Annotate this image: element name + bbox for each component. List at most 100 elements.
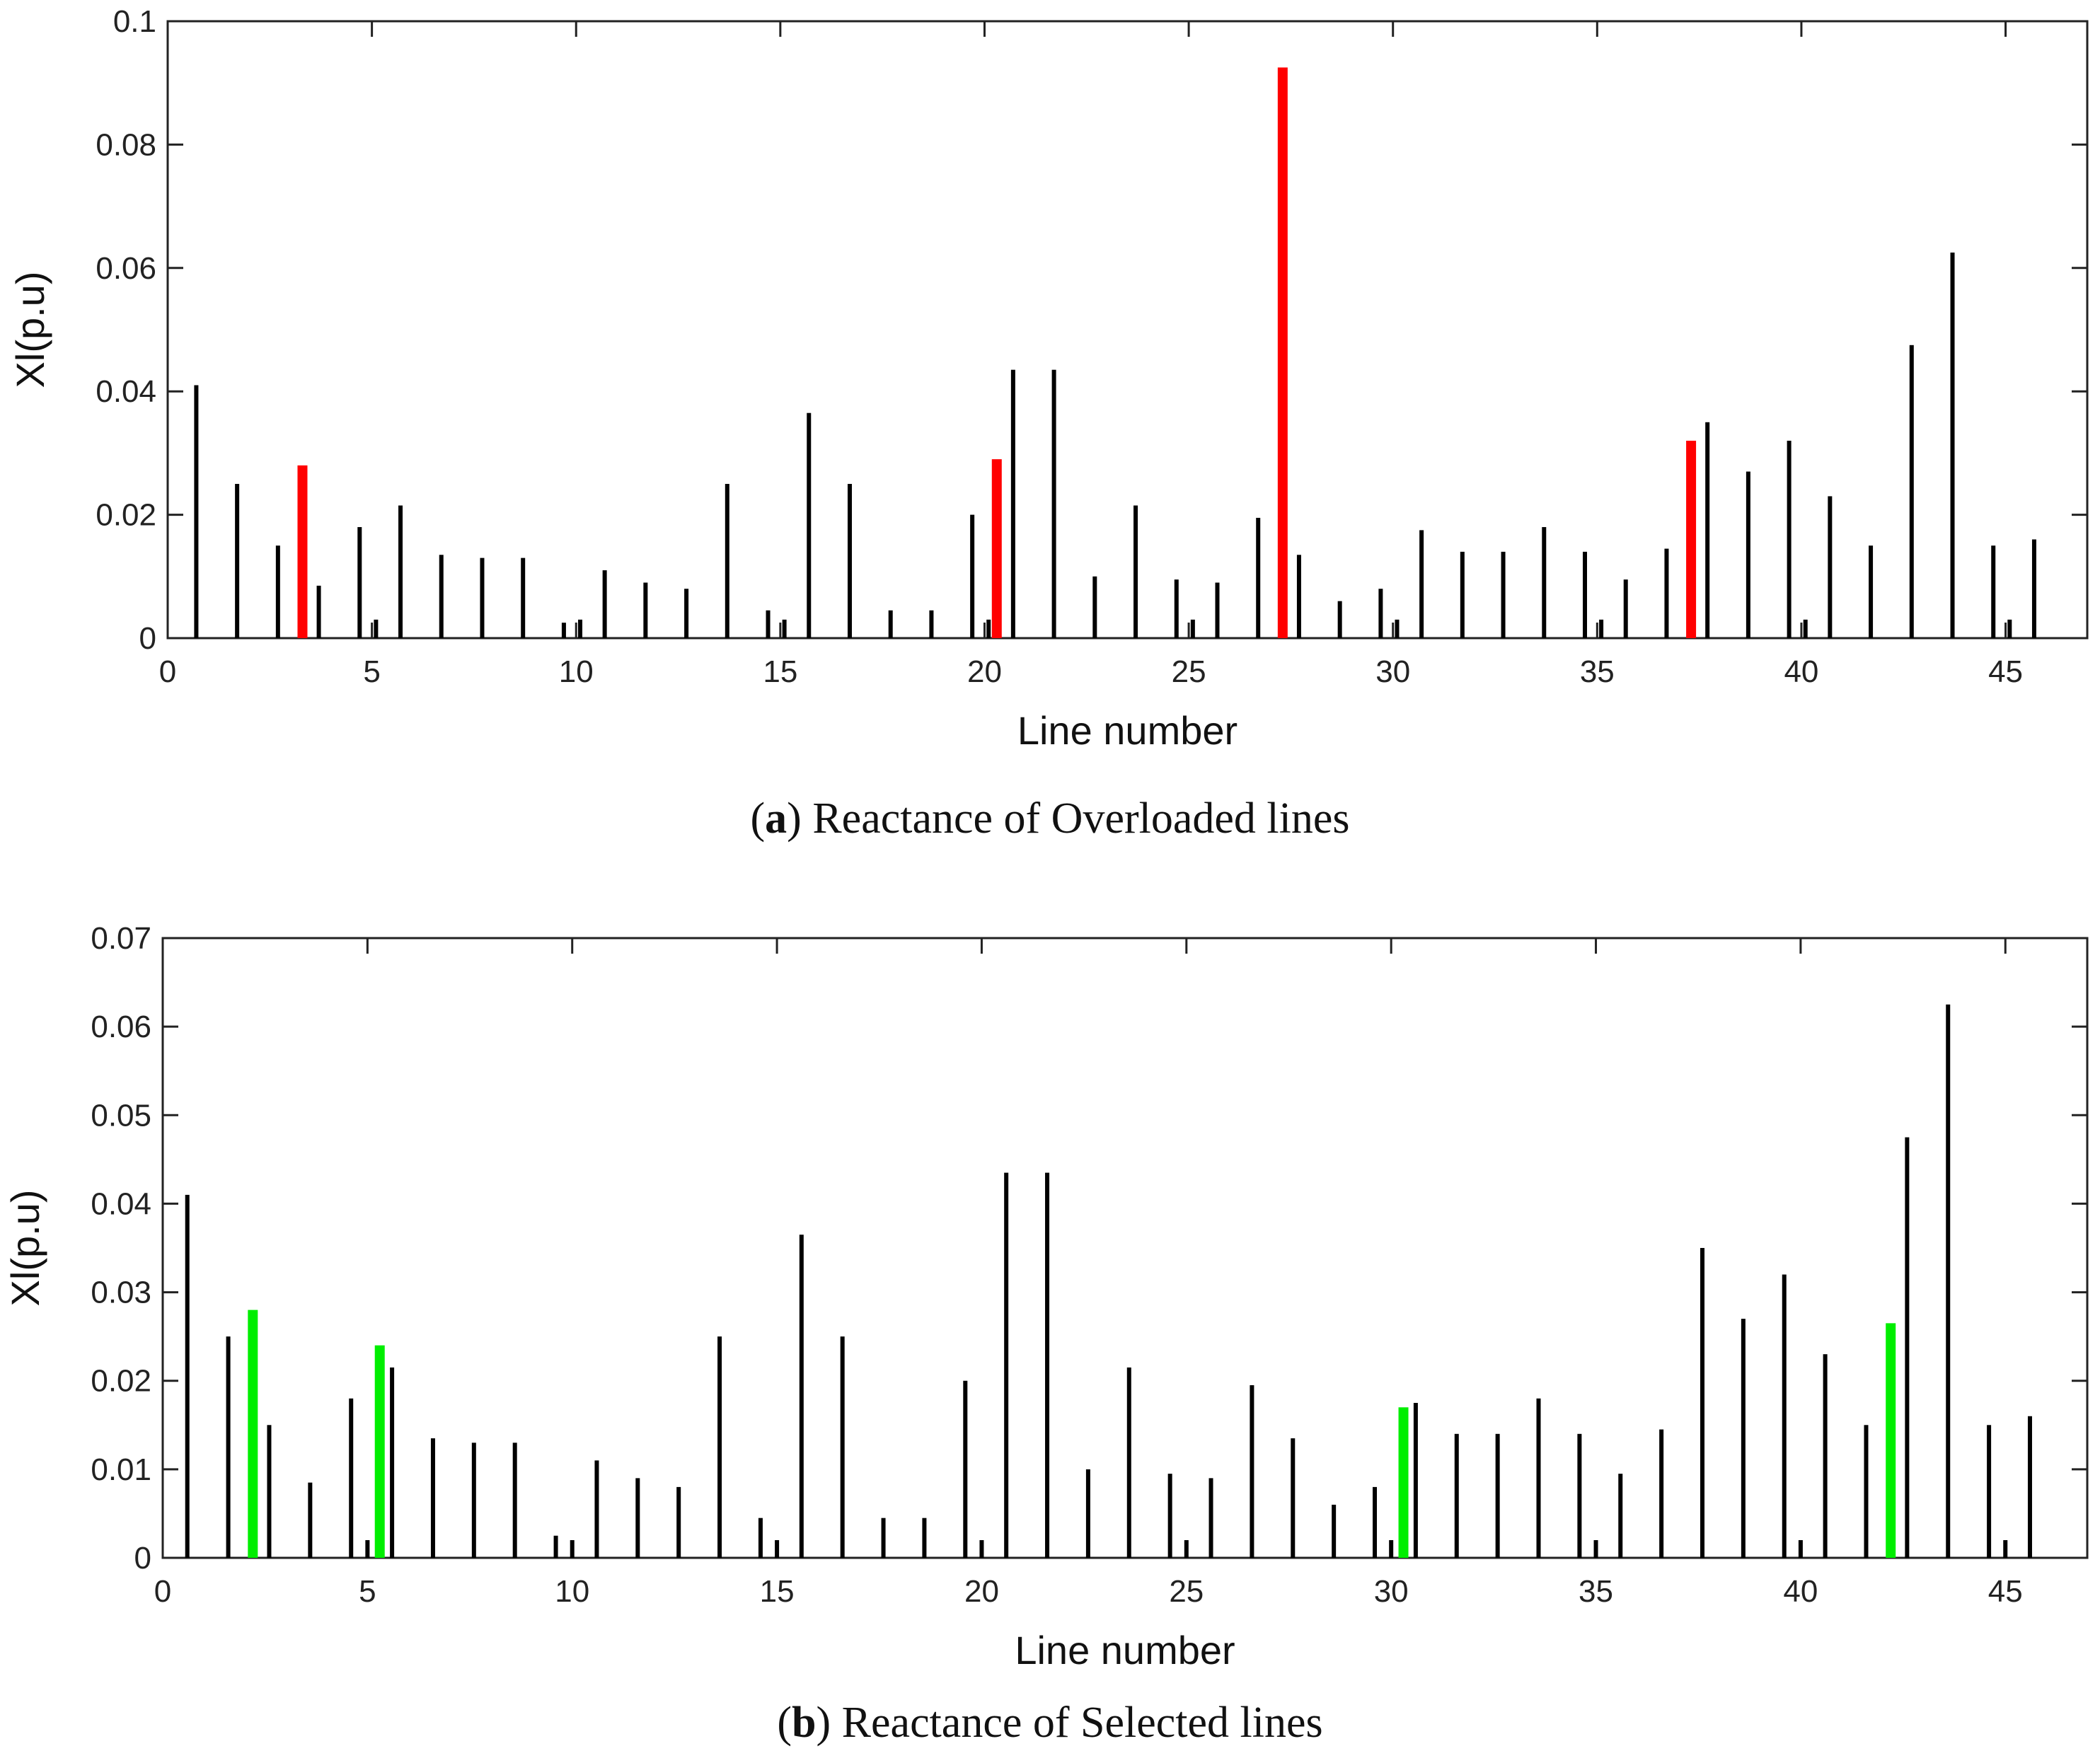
bar [194,385,199,638]
bar [1987,1425,1992,1558]
bar [1864,1425,1869,1558]
bar [1664,548,1669,638]
x-tick-label: 15 [763,654,797,689]
y-tick-label: 0 [139,621,156,656]
bar [521,557,526,638]
bar [2031,539,2036,638]
bar [1395,619,1400,638]
bar [1705,422,1710,638]
bar [471,1443,476,1558]
bar [881,1518,886,1558]
bar [1256,517,1261,638]
y-tick-label: 0.05 [91,1098,151,1133]
x-tick-label: 35 [1580,654,1615,689]
bar-highlighted [1277,67,1288,638]
bar [570,1539,575,1558]
bar-highlighted [248,1310,258,1558]
bar [1583,551,1588,638]
bar [1623,579,1628,638]
bar [684,589,689,638]
bar [725,484,729,638]
bar [676,1486,681,1558]
bar [1215,582,1220,638]
bar [357,527,362,638]
bar [1700,1248,1704,1558]
plot-frame [161,937,2089,1559]
y-tick-label: 0.06 [91,1010,151,1044]
x-tick-label: 25 [1172,654,1206,689]
bar [1741,1319,1746,1558]
bar [1004,1172,1009,1558]
bar [430,1438,435,1558]
bar-highlighted [374,1345,385,1558]
bar [1413,1403,1418,1558]
y-tick-label: 0.04 [91,1186,151,1221]
bar [1542,527,1547,638]
y-tick-label: 0.03 [91,1276,151,1310]
x-tick-label: 5 [359,1574,376,1609]
bar [1798,1539,1803,1558]
bar [963,1380,968,1558]
bar [1051,369,1056,638]
x-tick-label: 45 [1988,654,2023,689]
bar [970,514,975,638]
bar [1337,601,1342,638]
bar [2027,1416,2032,1558]
x-tick-label: 15 [760,1574,795,1609]
bar [1869,545,1874,638]
caption-b-text: Reactance of Selected lines [841,1699,1323,1747]
caption-b: (b) Reactance of Selected lines [777,1699,1323,1747]
x-tick-label: 0 [159,654,176,689]
bar [1045,1172,1050,1558]
y-tick-label: 0.08 [96,127,156,162]
x-tick-label: 20 [967,654,1002,689]
bar [480,557,485,638]
bar [1905,1137,1910,1558]
bar [847,484,852,638]
bar [439,555,444,638]
y-tick-label: 0.04 [96,374,156,409]
caption-b-letter: b [792,1699,817,1747]
bar-highlighted [1886,1323,1896,1558]
bar [1332,1504,1337,1558]
y-tick-label: 0.06 [96,251,156,286]
bar [594,1460,599,1558]
bar [1291,1438,1296,1558]
y-tick-label: 0.02 [91,1364,151,1399]
bar [1208,1478,1213,1558]
bar [1454,1433,1459,1558]
bar [512,1443,517,1558]
y-tick-label: 0.1 [113,4,156,39]
bar [766,610,771,638]
bar [1296,555,1301,638]
bar [226,1336,231,1558]
bar [1184,1539,1189,1558]
bar [316,585,321,638]
x-tick-label: 35 [1579,1574,1613,1609]
x-tick-label: 0 [154,1574,171,1609]
caption-a-text: Reactance of Overloaded lines [812,794,1350,843]
bar [782,619,787,638]
bar [1618,1474,1623,1558]
bar [561,623,566,638]
bar [553,1535,558,1558]
bar [1419,530,1424,638]
bar [643,582,648,638]
bar [1950,253,1955,638]
y-axis-label: Xl(p.u) [3,1190,47,1307]
bar [888,610,893,638]
bar [1536,1398,1541,1558]
x-tick-label: 10 [559,654,594,689]
bar [986,619,991,638]
bar [1092,576,1097,638]
bar [1389,1539,1394,1558]
y-axis-label: Xl(p.u) [8,272,52,388]
bar [1828,496,1833,638]
bar [602,570,607,638]
bar [398,505,403,638]
bar-highlighted [297,465,308,638]
bar [390,1367,395,1558]
bar [1909,345,1914,638]
bar [1167,1474,1172,1558]
bar [635,1478,640,1558]
